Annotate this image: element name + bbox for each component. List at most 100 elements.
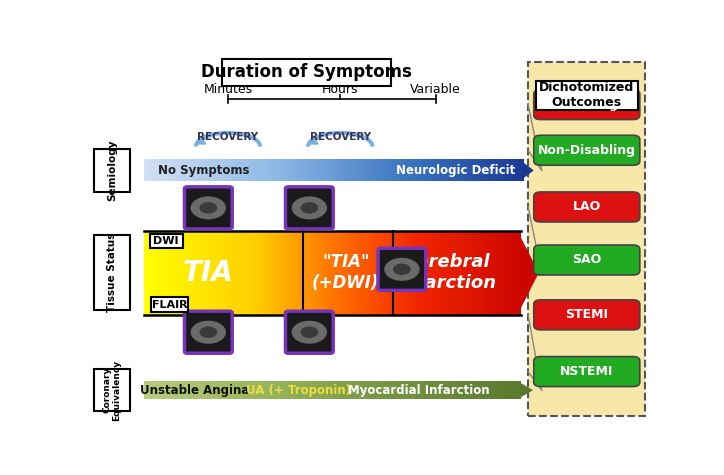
Bar [153,381,156,399]
Bar [477,381,480,399]
Bar [248,160,251,181]
Bar [371,160,374,181]
Bar [169,381,172,399]
Bar [300,231,302,315]
Bar [511,160,513,181]
Bar [178,381,182,399]
Bar [308,160,311,181]
Bar [194,231,197,315]
Bar [373,381,376,399]
Bar [330,231,332,315]
Text: Myocardial Infarction: Myocardial Infarction [348,384,489,397]
Bar [349,160,351,181]
Bar [263,160,266,181]
Bar [201,231,204,315]
Bar [324,160,326,181]
Bar [197,160,200,181]
Bar [392,231,395,315]
Bar [473,231,476,315]
Bar [468,231,471,315]
Bar [227,160,230,181]
Bar [214,231,216,315]
Bar [222,160,225,181]
Circle shape [300,202,318,214]
Bar [435,231,438,315]
Circle shape [200,202,217,214]
Bar [356,160,359,181]
Bar [351,381,354,399]
Bar [421,231,423,315]
Bar [468,160,471,181]
Bar [390,231,392,315]
Bar [518,160,521,181]
Bar [337,231,340,315]
Bar [505,381,508,399]
Bar [326,381,329,399]
Bar [166,381,169,399]
Bar [518,231,521,315]
Bar [182,160,185,181]
FancyBboxPatch shape [534,357,640,387]
Bar [415,160,417,181]
Bar [237,231,240,315]
Bar [232,160,235,181]
Bar [400,231,403,315]
Bar [375,231,378,315]
Bar [427,160,430,181]
Bar [350,231,353,315]
Bar [229,381,232,399]
Bar [257,381,260,399]
Bar [460,160,463,181]
Bar [342,231,345,315]
Bar [192,160,195,181]
Bar [478,160,481,181]
Bar [361,160,364,181]
Bar [276,160,278,181]
Bar [292,231,295,315]
Bar [326,160,329,181]
Bar [206,231,209,315]
Bar [260,381,264,399]
Bar [438,231,440,315]
Bar [242,231,245,315]
Bar [163,381,166,399]
Bar [481,231,483,315]
Bar [355,231,358,315]
Bar [191,381,194,399]
Bar [199,231,201,315]
Bar [515,381,518,399]
Text: Neurologic Deficit: Neurologic Deficit [396,164,515,177]
Circle shape [292,196,327,219]
Bar [156,381,159,399]
Bar [453,231,455,315]
Bar [259,231,262,315]
Bar [321,160,324,181]
Bar [463,231,466,315]
Bar [363,381,367,399]
Bar [376,381,379,399]
Bar [432,160,435,181]
FancyBboxPatch shape [185,187,232,229]
Bar [316,160,319,181]
Bar [339,160,341,181]
Bar [211,231,214,315]
Bar [254,381,257,399]
Bar [344,160,346,181]
Bar [271,160,273,181]
Bar [216,381,219,399]
Bar [369,160,371,181]
Bar [405,381,408,399]
Bar [516,160,518,181]
Bar [185,160,187,181]
Bar [458,231,460,315]
Bar [190,160,192,181]
Bar [161,231,164,315]
Bar [382,231,385,315]
Bar [295,231,297,315]
Bar [325,231,327,315]
Bar [247,231,249,315]
Bar [423,231,425,315]
Bar [420,160,422,181]
Text: NSTEMI: NSTEMI [560,365,613,378]
Bar [443,231,445,315]
